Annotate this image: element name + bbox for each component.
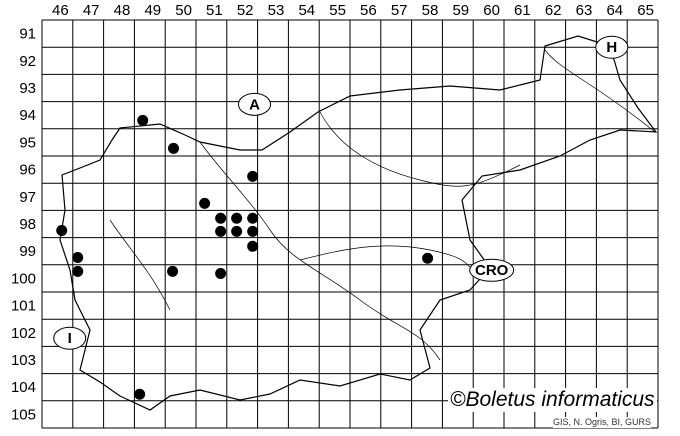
record-dot	[72, 251, 84, 263]
column-label: 64	[606, 2, 623, 19]
row-label: 97	[19, 189, 36, 206]
record-dot	[231, 225, 243, 237]
data-source: GIS, N. Ogris, BI, GURS	[553, 417, 652, 428]
country-label-ellipse	[238, 92, 272, 116]
column-label: 58	[422, 2, 439, 19]
row-label: 94	[19, 107, 36, 124]
record-dot	[247, 240, 259, 252]
row-label: 101	[11, 298, 36, 315]
row-label: 98	[19, 216, 36, 233]
country-label-ellipse	[595, 35, 629, 59]
column-label: 46	[52, 2, 69, 19]
row-label: 92	[19, 53, 36, 70]
column-label: 63	[576, 2, 593, 19]
record-dot	[137, 114, 149, 126]
record-dot	[215, 212, 227, 224]
record-dot	[247, 212, 259, 224]
grid: 46 47 48 49 50 51 52 53 54 55 56 57 58 59 60 61 62 63 64 65…	[11, 2, 659, 429]
river	[109, 49, 656, 361]
record-dot	[167, 265, 179, 277]
record-dot	[168, 142, 180, 154]
row-label: 105	[11, 406, 36, 423]
record-dot	[247, 225, 259, 237]
column-label: 48	[114, 2, 131, 19]
record-dot	[72, 265, 84, 277]
record-dot	[422, 252, 434, 264]
record-dot	[56, 225, 68, 237]
column-label: 61	[514, 2, 531, 19]
record-dot	[247, 170, 259, 182]
column-label: 60	[483, 2, 500, 19]
row-label: 104	[11, 379, 36, 396]
column-label: 47	[83, 2, 100, 19]
column-label: 57	[391, 2, 408, 19]
copyright-credit: ©Boletus informaticus	[448, 388, 657, 412]
column-label: 59	[452, 2, 469, 19]
country-label-ellipse	[53, 326, 87, 350]
country-label-ellipse	[469, 258, 515, 282]
column-label: 50	[175, 2, 192, 19]
column-label: 53	[268, 2, 285, 19]
column-label: 65	[637, 2, 654, 19]
column-label: 51	[206, 2, 223, 19]
column-label: 52	[237, 2, 254, 19]
column-label: 55	[329, 2, 346, 19]
column-label: 56	[360, 2, 377, 19]
row-label: 103	[11, 352, 36, 369]
row-label: 91	[19, 26, 36, 43]
row-label: 102	[11, 325, 36, 342]
row-label: 99	[19, 243, 36, 260]
row-label: 100	[11, 270, 36, 287]
record-dot	[215, 225, 227, 237]
row-label: 93	[19, 80, 36, 97]
record-dot	[231, 212, 243, 224]
country-label: A	[249, 96, 260, 113]
record-dot	[199, 197, 211, 209]
country-border	[59, 35, 658, 411]
column-label: 54	[298, 2, 315, 19]
country-label: H	[606, 39, 617, 56]
column-label: 49	[144, 2, 161, 19]
record-dot	[215, 268, 227, 280]
country-label: CRO	[475, 262, 509, 279]
row-label: 95	[19, 134, 36, 151]
record-dot	[134, 388, 146, 400]
row-label: 96	[19, 162, 36, 179]
country-label: I	[68, 330, 72, 347]
column-label: 62	[545, 2, 562, 19]
